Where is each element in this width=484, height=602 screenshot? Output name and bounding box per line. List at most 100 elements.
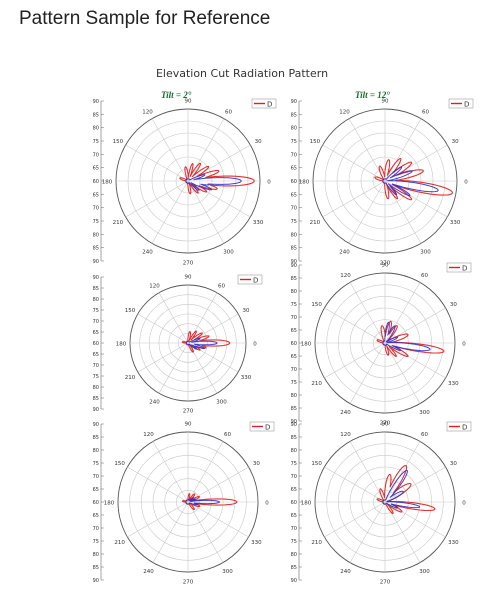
radial-tick-label: 65 [93,166,99,172]
radial-tick-label: 65 [291,192,297,198]
radial-tick-label: 65 [291,513,297,519]
angle-tick-label: 330 [448,540,459,546]
radial-tick-label: 60 [93,179,99,185]
angle-tick-label: 60 [421,273,428,279]
radial-tick-label: 65 [93,192,99,198]
radial-tick-label: 70 [291,526,297,532]
angle-tick-label: 240 [339,250,350,256]
grid-spoke [127,466,189,503]
angle-tick-label: 0 [464,180,468,186]
legend-label: D [267,101,272,109]
radial-tick-label: 75 [291,380,297,386]
angle-tick-label: 330 [251,540,262,546]
radial-tick-label: 70 [291,152,297,158]
grid-spoke [384,282,421,344]
angle-tick-label: 210 [310,220,321,226]
radial-tick-label: 90 [291,419,297,425]
legend-label: D [464,101,469,109]
angle-tick-label: 30 [253,461,260,467]
radial-tick-label: 85 [291,276,297,282]
radial-tick-label: 90 [291,422,297,428]
angle-tick-label: 180 [299,180,310,186]
radial-tick-label: 75 [93,308,99,314]
angle-tick-label: 300 [419,569,430,575]
grid-spoke [187,180,225,244]
tilt-label-right: Tilt = 12° [355,90,390,100]
polar-panel-row3-right: 0 30 60 90 120 150 180 210 240 270 300 330 90 85 80 75 7… [291,422,472,586]
grid-spoke [151,118,189,182]
angle-tick-label: 270 [183,580,194,586]
angle-tick-label: 150 [113,139,124,145]
angle-tick-label: 30 [243,308,250,314]
angle-tick-label: 150 [125,308,136,314]
radial-tick-label: 85 [291,435,297,441]
polar-panel-row2-right: 0 30 60 90 120 150 180 210 240 270 300 330 90 85 80 75 7… [291,263,472,427]
angle-tick-label: 210 [113,220,124,226]
figure-title: Elevation Cut Radiation Pattern [155,67,329,80]
angle-tick-label: 240 [340,410,351,416]
radial-tick-label: 65 [93,330,99,336]
angle-tick-label: 210 [311,381,322,387]
radial-tick-label: 80 [291,552,297,558]
angle-tick-label: 240 [142,250,153,256]
radial-tick-label: 75 [93,539,99,545]
radial-tick-label: 80 [93,448,99,454]
radial-tick-label: 60 [291,341,297,347]
angle-tick-label: 30 [255,139,262,145]
radial-tick-label: 70 [93,319,99,325]
angle-tick-label: 180 [102,180,113,186]
radial-tick-label: 80 [93,126,99,132]
legend-label: D [253,277,258,285]
radial-tick-label: 65 [93,513,99,519]
grid-spoke [349,441,386,503]
radial-tick-label: 60 [93,500,99,506]
radial-tick-label: 85 [93,565,99,571]
angle-tick-label: 90 [185,275,192,281]
angle-tick-label: 120 [340,432,351,438]
angle-tick-label: 180 [104,501,115,507]
angle-tick-label: 120 [149,284,160,290]
grid-spoke [322,144,386,182]
angle-tick-label: 330 [450,220,461,226]
radial-tick-label: 90 [93,407,99,413]
angle-tick-label: 240 [143,569,154,575]
radial-tick-label: 85 [291,246,297,252]
radial-tick-label: 90 [291,263,297,269]
angle-tick-label: 0 [462,342,466,348]
radial-tick-label: 70 [93,474,99,480]
pattern-series-blue [382,321,431,352]
angle-tick-label: 300 [222,569,233,575]
grid-spoke [187,180,251,218]
radial-tick-label: 70 [291,367,297,373]
angle-tick-label: 300 [419,410,430,416]
angle-tick-label: 210 [311,540,322,546]
grid-spoke [324,307,386,344]
radial-tick-label: 70 [93,152,99,158]
angle-tick-label: 180 [301,501,312,507]
grid-spoke [187,501,224,563]
angle-tick-label: 240 [149,400,160,406]
radial-tick-label: 80 [93,297,99,303]
angle-tick-label: 150 [311,461,322,467]
grid-spoke [348,118,386,182]
polar-panel-row2-left: 0 30 60 90 120 150 180 210 240 270 300 330 90 85 80 75 7… [93,275,263,415]
radial-tick-label: 75 [93,374,99,380]
radial-tick-label: 70 [291,474,297,480]
grid-spoke [384,118,422,182]
radial-tick-label: 85 [93,286,99,292]
angle-tick-label: 300 [420,250,431,256]
angle-tick-label: 240 [340,569,351,575]
angle-tick-label: 0 [253,342,257,348]
radial-tick-label: 75 [93,461,99,467]
radial-tick-label: 90 [93,259,99,265]
grid-spoke [384,441,421,503]
radial-tick-label: 85 [93,246,99,252]
angle-tick-label: 0 [267,180,271,186]
radial-tick-label: 70 [93,206,99,212]
polar-panel-row1-right: 0 30 60 90 120 150 180 210 240 270 300 330 90 85 80 75 7… [291,99,474,267]
grid-spoke [324,342,386,379]
polar-panel-row3-left: 0 30 60 90 120 150 180 210 240 270 300 330 90 85 80 75 7… [93,422,275,586]
angle-tick-label: 90 [382,263,389,269]
radial-tick-label: 90 [93,422,99,428]
legend-label: D [462,265,467,273]
